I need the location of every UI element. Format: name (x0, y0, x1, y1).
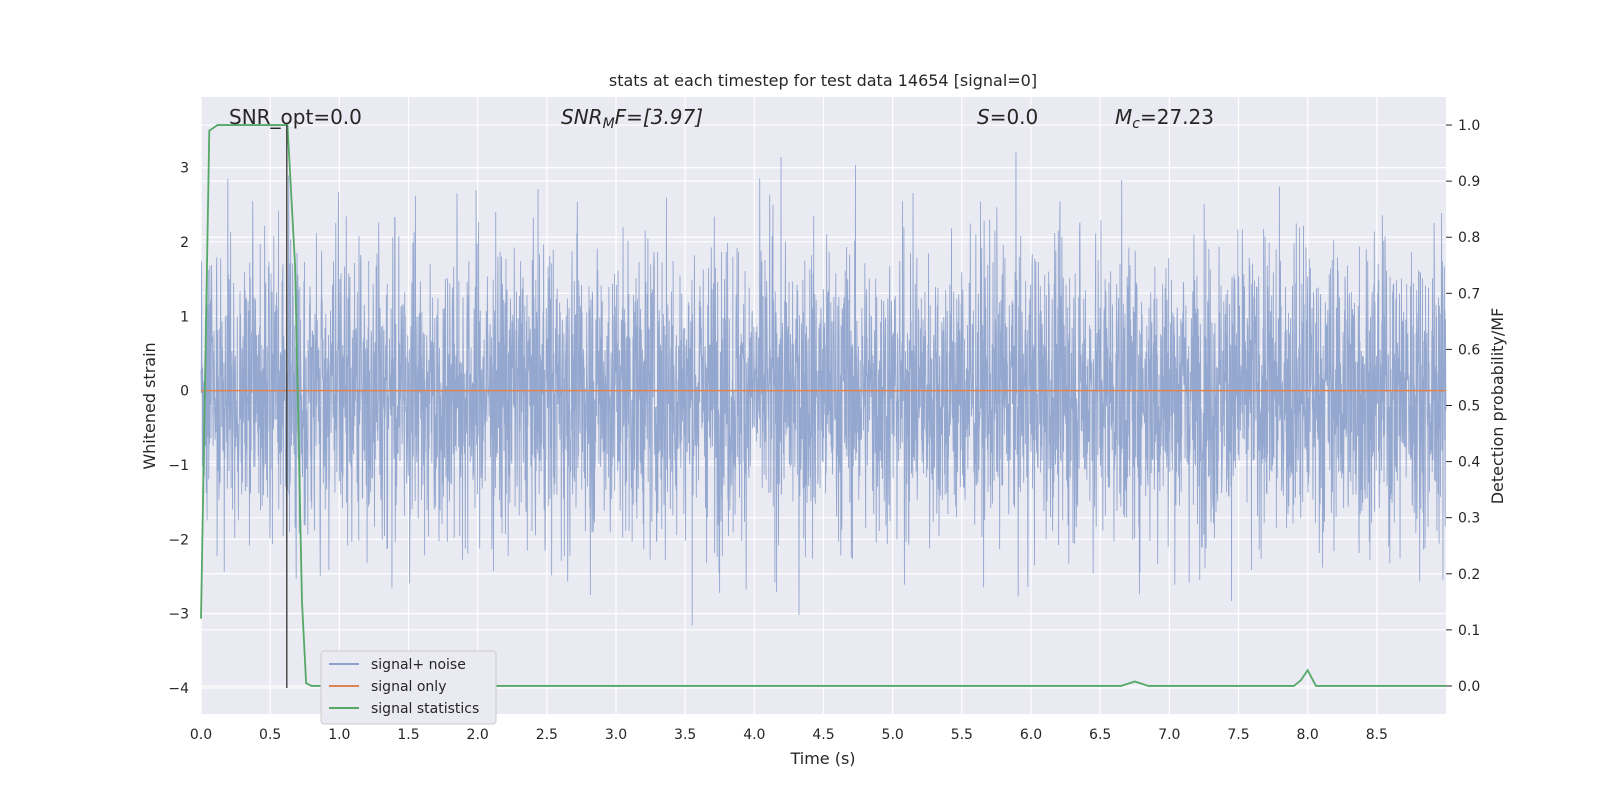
y-tick-label: 0 (180, 384, 189, 400)
annotation-mc-var: M (1115, 105, 1132, 129)
y2-tick-label: 0.1 (1458, 623, 1480, 639)
x-tick-label: 0.0 (190, 727, 212, 743)
x-tick-label: 8.0 (1297, 727, 1319, 743)
x-tick-label: 2.0 (467, 727, 489, 743)
legend-label-signal: signal only (371, 679, 446, 695)
y-tick-label: 3 (180, 161, 189, 177)
legend: signal+ noise signal only signal statist… (320, 650, 497, 725)
annotation-snr-opt: SNR_opt=0.0 (229, 105, 362, 129)
y-tick-label: −4 (168, 681, 189, 697)
annotation-snr-mf-sub: M (603, 116, 615, 132)
x-axis-label: Time (s) (789, 749, 855, 768)
y-tick-label: −3 (168, 607, 189, 623)
annotation-s-var: S (977, 105, 990, 129)
legend-box (320, 650, 497, 725)
y2-tick-label: 0.3 (1458, 511, 1480, 527)
x-tick-label: 6.0 (1020, 727, 1042, 743)
series-signal-statistics (200, 124, 1446, 687)
x-tick-label: 7.5 (1227, 727, 1249, 743)
x-tick-label: 6.5 (1089, 727, 1111, 743)
x-tick-label: 3.5 (674, 727, 696, 743)
y2-tick-label: 0.0 (1458, 679, 1480, 695)
y2-tick-label: 0.5 (1458, 399, 1480, 415)
legend-label-noise: signal+ noise (371, 657, 466, 673)
y2-tick-label: 0.6 (1458, 342, 1480, 358)
annotation-snr-mf-post: F=[3.97] (615, 105, 703, 129)
noise-trace (200, 152, 1447, 626)
annotation-snr-mf: SNRMF=[3.97] (561, 105, 703, 132)
annotation-s: S=0.0 (977, 105, 1038, 129)
x-tick-label: 0.5 (259, 727, 281, 743)
annotation-snr-mf-pre: SNR (561, 105, 603, 129)
y2-tick-label: 0.8 (1458, 230, 1480, 246)
y-tick-label: 2 (180, 235, 189, 251)
x-tick-label: 5.5 (951, 727, 973, 743)
x-tick-label: 4.0 (743, 727, 765, 743)
x-tick-label: 1.5 (397, 727, 419, 743)
legend-label-stats: signal statistics (371, 701, 479, 717)
y-tick-label: 1 (180, 309, 189, 325)
y2-tick-label: 1.0 (1458, 118, 1480, 134)
x-tick-label: 3.0 (605, 727, 627, 743)
series-signal-noise (200, 152, 1447, 626)
x-tick-label: 8.5 (1366, 727, 1388, 743)
y-axis-label: Whitened strain (140, 342, 159, 469)
y-tick-labels: 3 2 1 0 −1 −2 −3 −4 (168, 161, 189, 697)
x-tick-label: 5.0 (882, 727, 904, 743)
x-tick-label: 7.0 (1158, 727, 1180, 743)
y2-tick-labels: 1.0 0.9 0.8 0.7 0.6 0.5 0.4 0.3 0.2 0.1 0.0 (1446, 118, 1480, 695)
x-tick-labels: 0.0 0.5 1.0 1.5 2.0 2.5 3.0 3.5 4.0 4.5 5.0 5.5 6.0 6… (190, 727, 1388, 743)
y2-tick-label: 0.4 (1458, 455, 1480, 471)
annotation-mc-sub: c (1132, 116, 1140, 132)
y2-axis-label: Detection probability/MF (1488, 308, 1507, 505)
y2-tick-label: 0.9 (1458, 174, 1480, 190)
annotation-mc: Mc=27.23 (1115, 105, 1214, 132)
y-tick-label: −1 (168, 458, 189, 474)
y2-tick-label: 0.7 (1458, 286, 1480, 302)
x-tick-label: 2.5 (536, 727, 558, 743)
x-tick-label: 4.5 (812, 727, 834, 743)
chart-title: stats at each timestep for test data 146… (609, 71, 1037, 90)
y-tick-label: −2 (168, 532, 189, 548)
annotation-mc-val: =27.23 (1140, 105, 1214, 129)
y2-tick-label: 0.2 (1458, 567, 1480, 583)
annotation-s-val: =0.0 (990, 105, 1039, 129)
x-tick-label: 1.0 (328, 727, 350, 743)
